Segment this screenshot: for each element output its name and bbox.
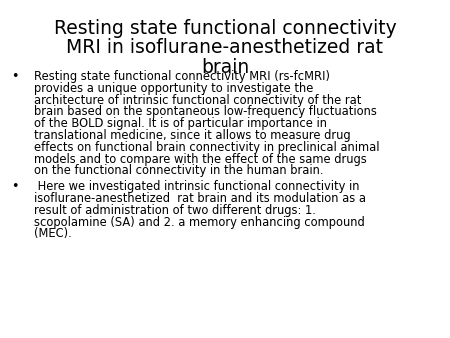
Text: (MEC).: (MEC). <box>34 227 72 240</box>
Text: MRI in isoflurane-anesthetized rat: MRI in isoflurane-anesthetized rat <box>67 38 383 57</box>
Text: effects on functional brain connectivity in preclinical animal: effects on functional brain connectivity… <box>34 141 379 154</box>
Text: architecture of intrinsic functional connectivity of the rat: architecture of intrinsic functional con… <box>34 94 361 107</box>
Text: scopolamine (SA) and 2. a memory enhancing compound: scopolamine (SA) and 2. a memory enhanci… <box>34 216 365 229</box>
Text: on the functional connectivity in the human brain.: on the functional connectivity in the hu… <box>34 164 323 177</box>
Text: brain based on the spontaneous low-frequency fluctuations: brain based on the spontaneous low-frequ… <box>34 105 377 119</box>
Text: Here we investigated intrinsic functional connectivity in: Here we investigated intrinsic functiona… <box>34 180 359 193</box>
Text: Resting state functional connectivity: Resting state functional connectivity <box>54 19 396 38</box>
Text: provides a unique opportunity to investigate the: provides a unique opportunity to investi… <box>34 82 313 95</box>
Text: brain: brain <box>201 58 249 77</box>
Text: Resting state functional connectivity MRI (rs-fcMRI): Resting state functional connectivity MR… <box>34 70 330 83</box>
Text: translational medicine, since it allows to measure drug: translational medicine, since it allows … <box>34 129 351 142</box>
Text: isoflurane-anesthetized  rat brain and its modulation as a: isoflurane-anesthetized rat brain and it… <box>34 192 366 205</box>
Text: of the BOLD signal. It is of particular importance in: of the BOLD signal. It is of particular … <box>34 117 327 130</box>
Text: models and to compare with the effect of the same drugs: models and to compare with the effect of… <box>34 153 366 166</box>
Text: •: • <box>11 70 19 83</box>
Text: •: • <box>11 180 19 193</box>
Text: result of administration of two different drugs: 1.: result of administration of two differen… <box>34 204 315 217</box>
